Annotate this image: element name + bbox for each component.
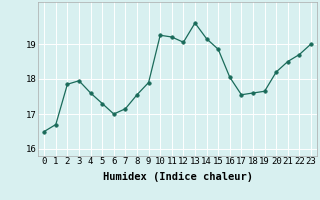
X-axis label: Humidex (Indice chaleur): Humidex (Indice chaleur) — [103, 172, 252, 182]
